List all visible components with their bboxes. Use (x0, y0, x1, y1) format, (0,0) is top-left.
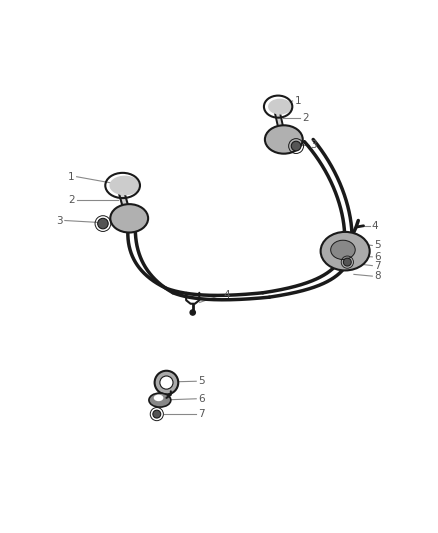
Text: 6: 6 (198, 394, 205, 404)
Ellipse shape (265, 125, 303, 154)
Ellipse shape (268, 99, 292, 115)
Circle shape (160, 376, 173, 389)
Ellipse shape (110, 176, 140, 195)
Text: 5: 5 (374, 240, 381, 251)
Circle shape (153, 410, 161, 418)
Ellipse shape (331, 240, 355, 260)
Circle shape (291, 141, 301, 151)
Text: 2: 2 (68, 195, 74, 205)
Text: 3: 3 (311, 140, 317, 150)
Text: 1: 1 (294, 96, 301, 106)
Ellipse shape (149, 393, 171, 407)
Text: 8: 8 (374, 271, 381, 281)
Ellipse shape (154, 394, 163, 401)
Text: 2: 2 (302, 114, 309, 124)
Circle shape (155, 371, 178, 394)
Text: 7: 7 (198, 409, 205, 419)
Circle shape (190, 310, 195, 315)
Ellipse shape (110, 204, 148, 232)
Circle shape (343, 258, 351, 266)
Text: 7: 7 (374, 261, 381, 271)
Text: 3: 3 (56, 215, 63, 225)
Text: 1: 1 (68, 172, 74, 182)
Text: 4: 4 (372, 221, 378, 231)
Circle shape (98, 219, 108, 229)
Ellipse shape (321, 232, 370, 270)
Text: 5: 5 (198, 376, 205, 386)
Text: 4: 4 (223, 290, 230, 300)
Text: 6: 6 (374, 252, 381, 262)
